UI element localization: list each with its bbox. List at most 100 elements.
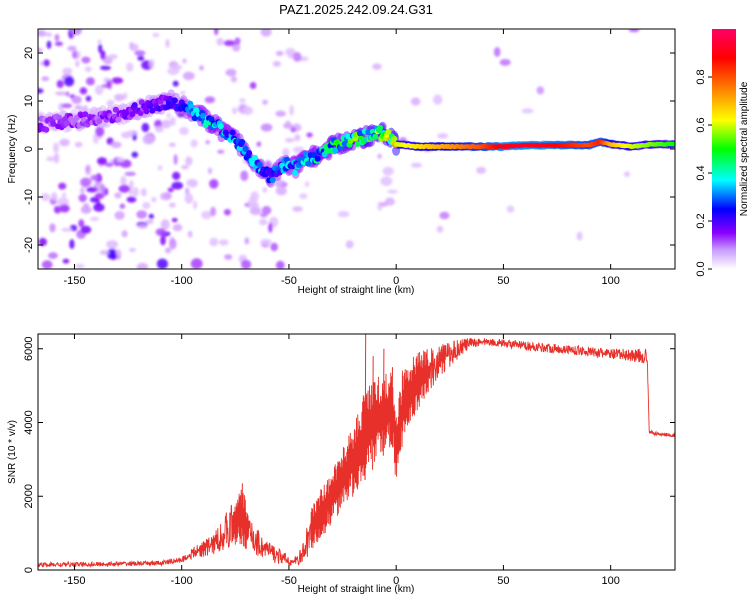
ridge-cell	[314, 155, 321, 162]
noise-blob	[283, 122, 293, 129]
noise-blob	[43, 59, 50, 67]
noise-blob	[275, 110, 287, 117]
ridge-cell	[332, 147, 339, 154]
ridge-cell	[391, 135, 398, 142]
noise-blob	[85, 77, 95, 86]
noise-blob	[111, 77, 124, 84]
noise-blob	[99, 250, 110, 255]
noise-blob	[93, 133, 99, 145]
noise-blob	[275, 260, 285, 269]
y-tick-label: 6000	[23, 337, 35, 361]
noise-blob	[54, 41, 64, 46]
y-tick-label: 4000	[23, 410, 35, 434]
noise-blob	[137, 55, 145, 61]
noise-blob	[185, 156, 193, 166]
noise-blob	[84, 66, 92, 73]
noise-blob	[225, 68, 237, 77]
noise-blob	[506, 205, 515, 213]
noise-blob	[275, 50, 284, 57]
noise-blob	[499, 59, 511, 66]
noise-blob	[239, 98, 246, 103]
noise-blob	[199, 65, 204, 71]
noise-blob	[141, 122, 150, 133]
noise-blob	[85, 164, 92, 176]
ridge-cell	[385, 129, 392, 136]
noise-blob	[126, 130, 139, 136]
noise-blob	[126, 62, 134, 72]
noise-blob	[372, 63, 382, 70]
noise-blob	[81, 56, 91, 64]
x-tick-label: 50	[497, 575, 509, 587]
noise-blob	[97, 157, 108, 166]
ridge-cell	[200, 113, 207, 119]
noise-blob	[284, 137, 295, 143]
noise-blob	[126, 196, 137, 203]
noise-blob	[46, 40, 52, 49]
noise-blob	[187, 230, 193, 238]
noise-blob	[97, 39, 102, 44]
noise-blob	[272, 60, 281, 67]
noise-blob	[114, 211, 125, 220]
noise-blob	[119, 203, 126, 209]
noise-blob	[172, 171, 181, 180]
ridge-cell	[672, 142, 675, 147]
chart-title: PAZ1.2025.242.09.24.G31	[279, 2, 433, 17]
noise-blob	[205, 140, 210, 145]
ridge-cell	[82, 111, 89, 118]
noise-blob	[628, 29, 640, 33]
noise-blob	[184, 193, 194, 204]
noise-blob	[100, 183, 106, 195]
noise-blob	[38, 47, 43, 53]
noise-blob	[67, 45, 77, 52]
x-tick-label: -150	[63, 575, 85, 587]
noise-blob	[85, 95, 92, 102]
spectrogram-y-label: Frequency (Hz)	[7, 115, 18, 184]
noise-blob	[71, 50, 78, 59]
noise-blob	[182, 71, 195, 81]
noise-blob	[214, 29, 219, 36]
spectrogram-x-ticks: -150 -100 -50 0 50 100	[63, 29, 620, 287]
noise-blob	[46, 156, 56, 162]
noise-blob	[204, 96, 216, 104]
noise-blob	[292, 206, 303, 212]
colorbar-tick-label: 0.6	[695, 117, 707, 132]
ridge-cell	[341, 140, 348, 147]
noise-blob	[241, 259, 252, 269]
noise-blob	[142, 201, 151, 210]
snr-spike	[364, 334, 367, 481]
noise-blob	[268, 222, 273, 233]
ridge-cell	[311, 152, 317, 159]
snr-spike	[382, 348, 385, 456]
noise-blob	[218, 239, 229, 246]
x-tick-label: -100	[171, 575, 193, 587]
noise-blob	[169, 116, 176, 126]
noise-blob	[86, 186, 98, 193]
noise-blob	[217, 149, 225, 154]
noise-blob	[114, 93, 125, 102]
colorbar-tick-label: 0.2	[695, 213, 707, 228]
noise-blob	[98, 43, 103, 54]
noise-blob	[130, 43, 139, 52]
noise-blob	[106, 240, 118, 249]
noise-blob	[294, 134, 301, 142]
noise-blob	[270, 242, 279, 252]
noise-blob	[71, 95, 82, 104]
x-tick-label: -150	[63, 275, 85, 287]
noise-blob	[576, 231, 583, 241]
noise-blob	[41, 76, 50, 81]
noise-blob	[181, 165, 189, 170]
noise-blob	[41, 260, 53, 269]
noise-blob	[232, 42, 241, 52]
noise-blob	[242, 106, 254, 115]
noise-blob	[172, 223, 183, 232]
noise-blob	[262, 99, 269, 105]
snr-series	[38, 334, 675, 569]
x-tick-label: 0	[393, 575, 399, 587]
noise-blob	[190, 258, 203, 269]
ridge-cell	[347, 138, 354, 144]
noise-blob	[157, 165, 163, 171]
ridge-cell	[354, 141, 361, 147]
snr-frame	[37, 333, 676, 571]
noise-blob	[275, 186, 287, 196]
noise-blob	[168, 142, 176, 147]
